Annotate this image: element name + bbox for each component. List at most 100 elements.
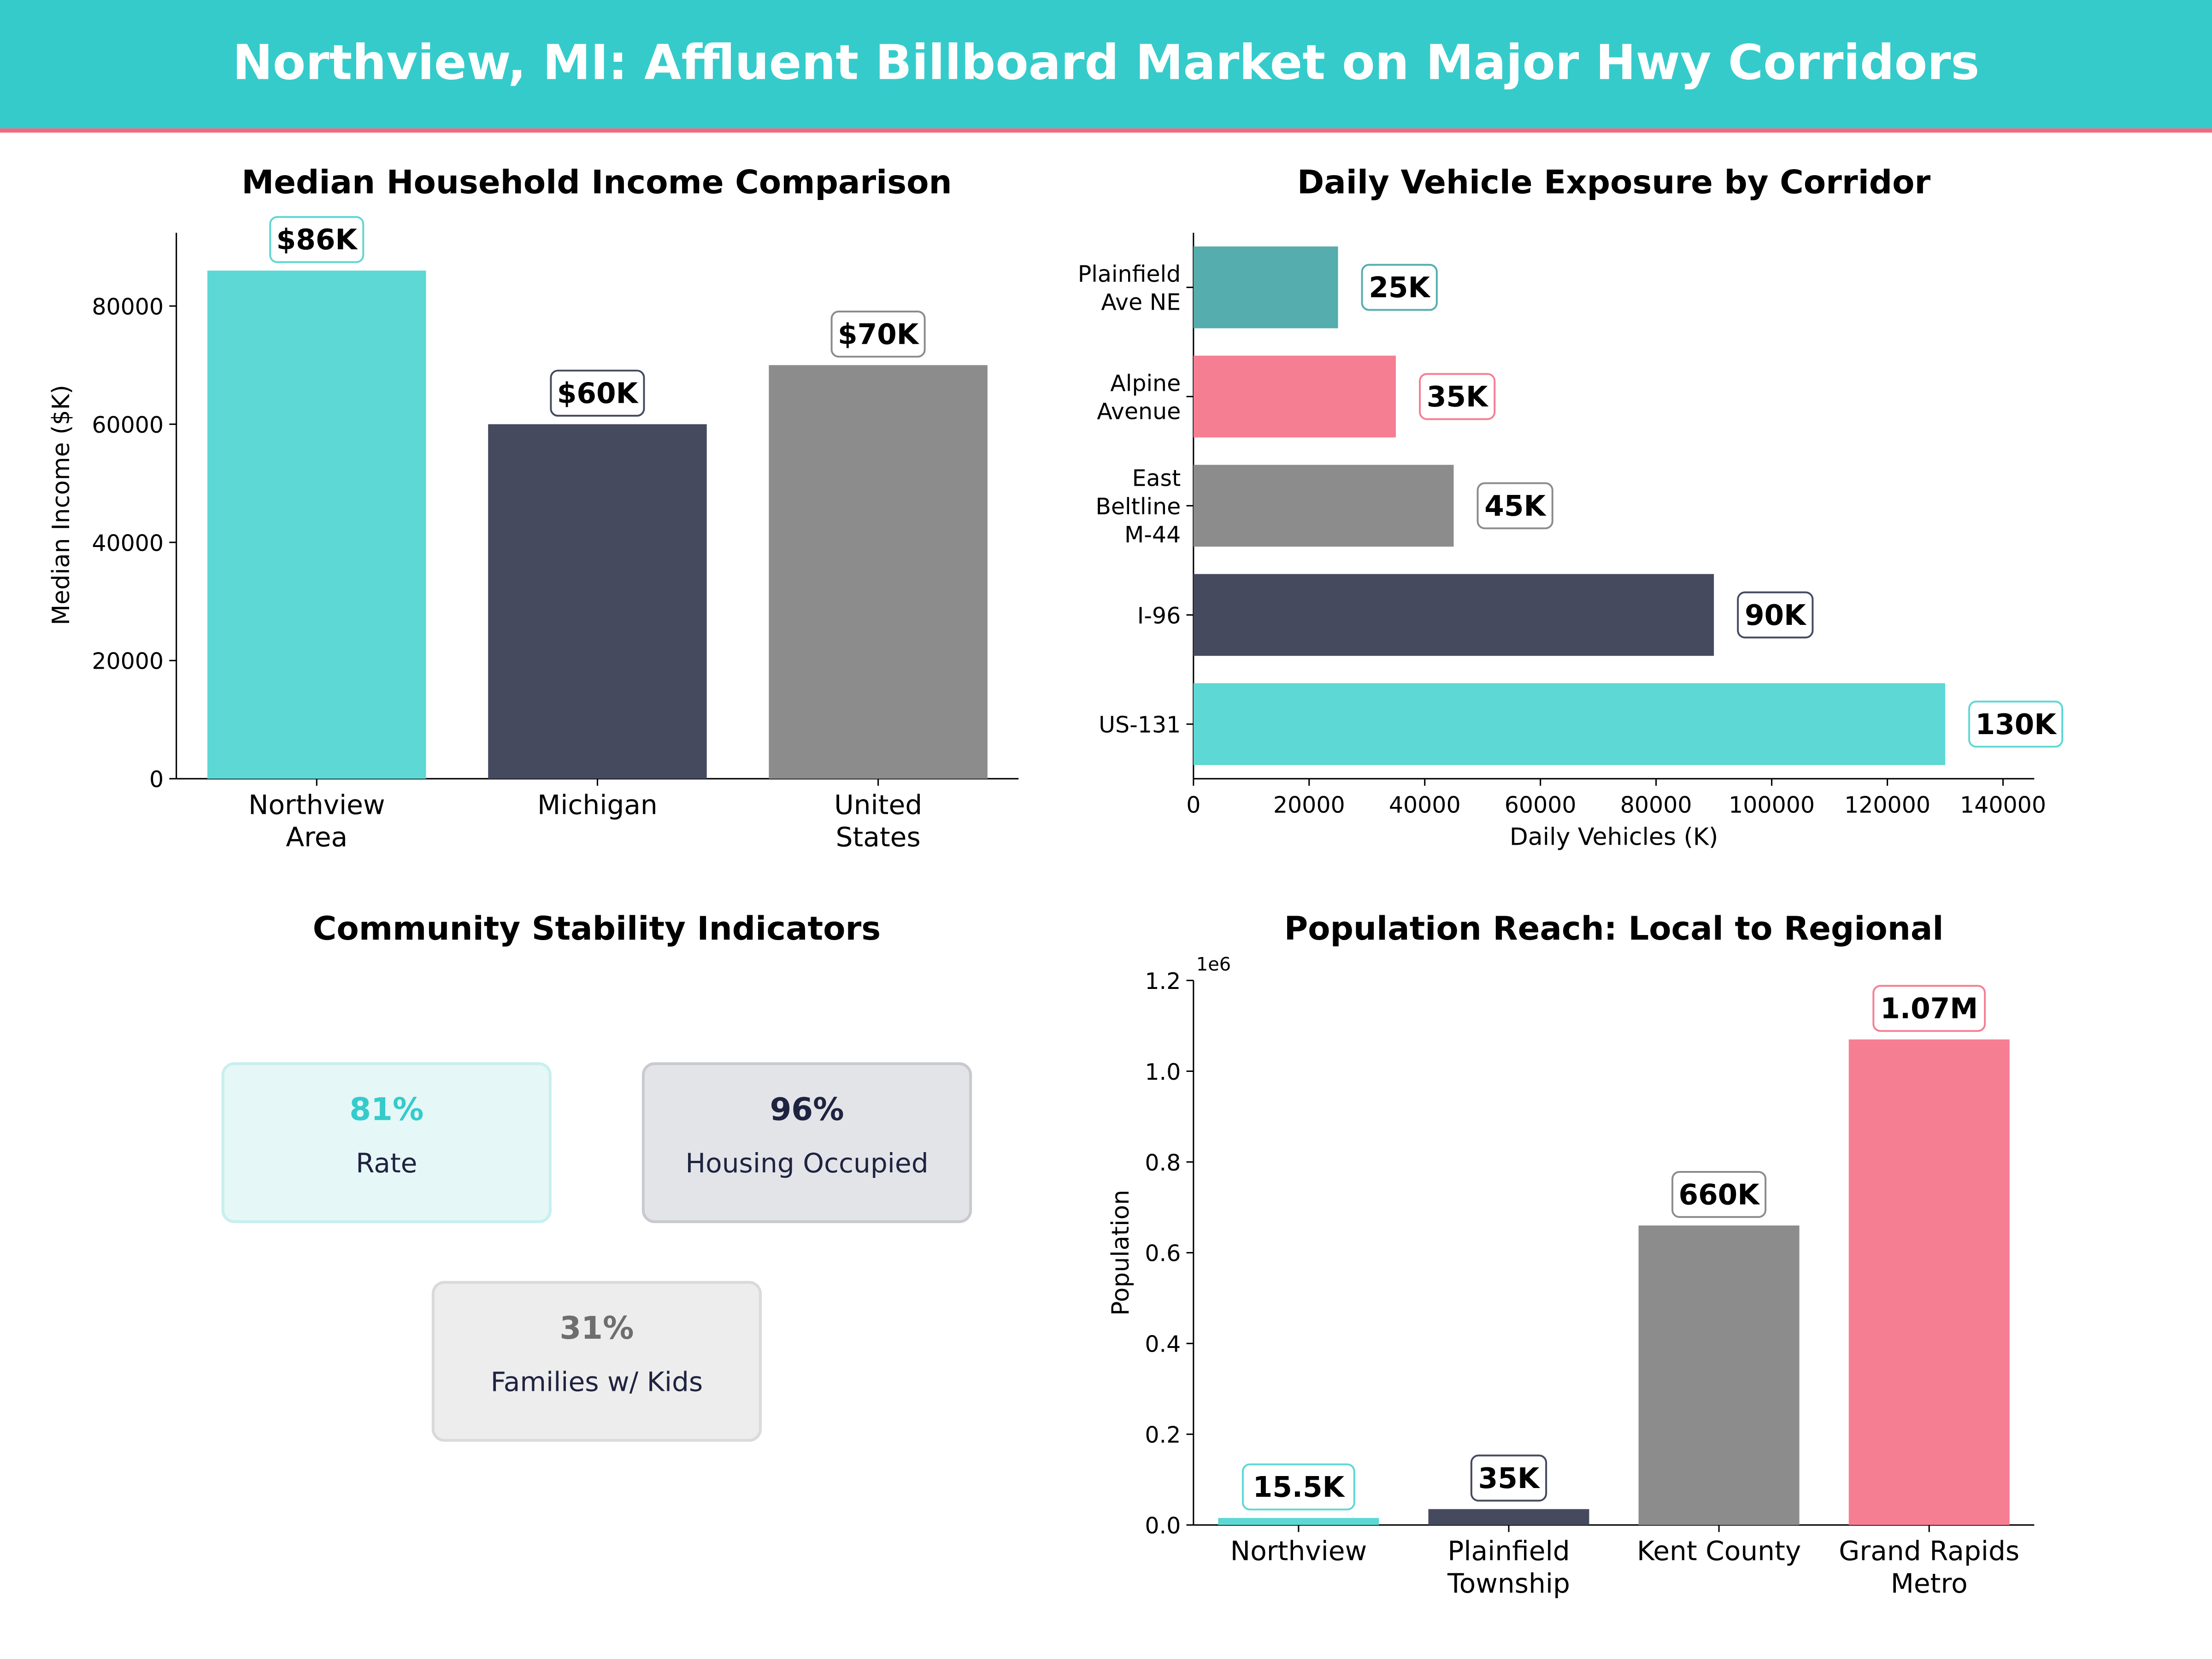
y-tick-label: 0.8 (1145, 1150, 1181, 1176)
bar (488, 424, 707, 779)
bar (1193, 355, 1396, 438)
y-tick-label: 20000 (92, 648, 164, 675)
data-label: 90K (1745, 599, 1807, 632)
income-chart-title: Median Household Income Comparison (241, 163, 952, 201)
y-tick-label-line: Alpine (1110, 370, 1181, 396)
y-tick-label: 40000 (92, 530, 164, 556)
data-label-box (1737, 591, 1814, 639)
data-label: 660K (1678, 1178, 1760, 1211)
y-tick-label-line: M-44 (1124, 522, 1181, 548)
x-tick-label-line: Kent County (1637, 1535, 1801, 1567)
stat-label: Families w/ Kids (491, 1366, 703, 1397)
vehicle-chart: 0 20000 40000 60000 80000 100000 120000 140000 D… (1078, 233, 2064, 851)
x-tick-label-line: Michigan (537, 789, 658, 820)
x-tick-label: 140000 (1960, 792, 2046, 818)
bar (1848, 1039, 2010, 1525)
x-tick-label: 20000 (1273, 792, 1345, 818)
data-label-box (269, 216, 365, 263)
x-tick-label-line: States (835, 822, 920, 853)
y-tick-label-line: Avenue (1097, 398, 1181, 424)
x-axis-label: Daily Vehicles (K) (1510, 824, 1718, 851)
y-axis-label: Median Income ($K) (47, 385, 75, 625)
stability-cards: 81% Rate 96% Housing Occupied 31% Families w/… (221, 1062, 972, 1442)
y-tick-label: 0 (149, 766, 164, 793)
y-tick-label-line: I-96 (1137, 603, 1181, 629)
header-accent-line (0, 128, 2212, 133)
population-chart-title: Population Reach: Local to Regional (1284, 910, 1944, 947)
data-label-box (1361, 264, 1438, 311)
x-tick-label-line: Plainfield (1447, 1535, 1570, 1567)
x-tick-label-line: Northview (248, 789, 385, 820)
y-tick-label: 60000 (92, 412, 164, 438)
x-tick-label: 0 (1186, 792, 1200, 818)
y-tick-label: Alpine Avenue (1097, 370, 1181, 424)
data-label-box (1671, 1171, 1767, 1218)
x-tick-label-line: United (834, 789, 922, 820)
x-tick-label-line: Grand Rapids (1839, 1535, 2019, 1567)
data-label: $70K (838, 318, 920, 351)
x-tick-label: Kent County (1637, 1535, 1801, 1567)
stat-label: Housing Occupied (685, 1147, 928, 1179)
data-label-box (1241, 1463, 1355, 1511)
stat-card: 81% Rate (221, 1062, 552, 1224)
bar (1428, 1509, 1589, 1525)
stat-card-bg (431, 1281, 762, 1442)
y-axis-label: Population (1107, 1190, 1135, 1316)
data-label: $60K (557, 377, 639, 410)
stat-label: Rate (356, 1147, 417, 1179)
bar (1193, 683, 1946, 765)
x-tick-label: Michigan (537, 789, 658, 820)
page-title: Northview, MI: Affluent Billboard Market… (233, 34, 1980, 90)
y-tick-label: Plainfield Ave NE (1078, 261, 1181, 315)
x-tick-label: Northview (1230, 1535, 1367, 1567)
x-tick-label-line: Area (286, 822, 347, 853)
y-tick-label: US-131 (1099, 712, 1181, 738)
y-tick-label-line: US-131 (1099, 712, 1181, 738)
x-tick-label: Grand Rapids Metro (1839, 1535, 2019, 1599)
vehicle-chart-title: Daily Vehicle Exposure by Corridor (1297, 163, 1931, 201)
data-label-box (1872, 985, 1986, 1032)
y-tick-label: 1.0 (1145, 1059, 1181, 1085)
stat-value: 81% (349, 1091, 424, 1128)
data-label: $86K (276, 224, 359, 256)
data-label-box (550, 370, 645, 417)
x-tick-label: Northview Area (248, 789, 385, 853)
y-tick-label-line: Plainfield (1078, 261, 1181, 287)
y-tick-label-line: Ave NE (1101, 289, 1181, 316)
stat-value: 96% (770, 1091, 844, 1128)
x-tick-label-line: Northview (1230, 1535, 1367, 1567)
data-label-box (1968, 700, 2064, 748)
stability-title: Community Stability Indicators (313, 910, 881, 947)
data-label: 15.5K (1253, 1471, 1346, 1504)
x-tick-label: United States (834, 789, 922, 853)
x-tick-label: 60000 (1505, 792, 1577, 818)
bar (1193, 465, 1454, 547)
bar (1218, 1518, 1379, 1525)
data-label-box (1477, 482, 1553, 529)
data-label-box (1470, 1454, 1547, 1502)
bar (1193, 574, 1714, 656)
data-label: 35K (1478, 1462, 1541, 1495)
data-label: 130K (1975, 708, 2057, 741)
y-tick-label: 1.2 (1145, 968, 1181, 994)
y-tick-label: I-96 (1137, 603, 1181, 629)
data-label: 35K (1427, 381, 1489, 413)
bar (1638, 1225, 1800, 1525)
stat-value: 31% (559, 1310, 634, 1346)
stat-card: 31% Families w/ Kids (431, 1281, 762, 1442)
x-tick-label: 80000 (1620, 792, 1692, 818)
stat-card-bg (221, 1062, 552, 1224)
population-chart: 0.0 0.2 0.4 0.6 0.8 1.0 1.2 Northview 15.5K Plain… (1107, 954, 2035, 1599)
offset-label: 1e6 (1196, 954, 1231, 975)
bar (769, 365, 988, 779)
x-tick-label: 40000 (1389, 792, 1461, 818)
y-tick-label: 0.6 (1145, 1241, 1181, 1267)
bar (1193, 246, 1338, 329)
data-label-box (830, 310, 926, 358)
x-tick-label: Plainfield Township (1447, 1535, 1570, 1599)
x-tick-label-line: Township (1447, 1568, 1570, 1599)
header-bar (0, 0, 2212, 129)
y-tick-label: 0.2 (1145, 1422, 1181, 1448)
income-chart: 0 20000 40000 60000 80000 Northview Area $86K Mi… (47, 216, 1019, 853)
